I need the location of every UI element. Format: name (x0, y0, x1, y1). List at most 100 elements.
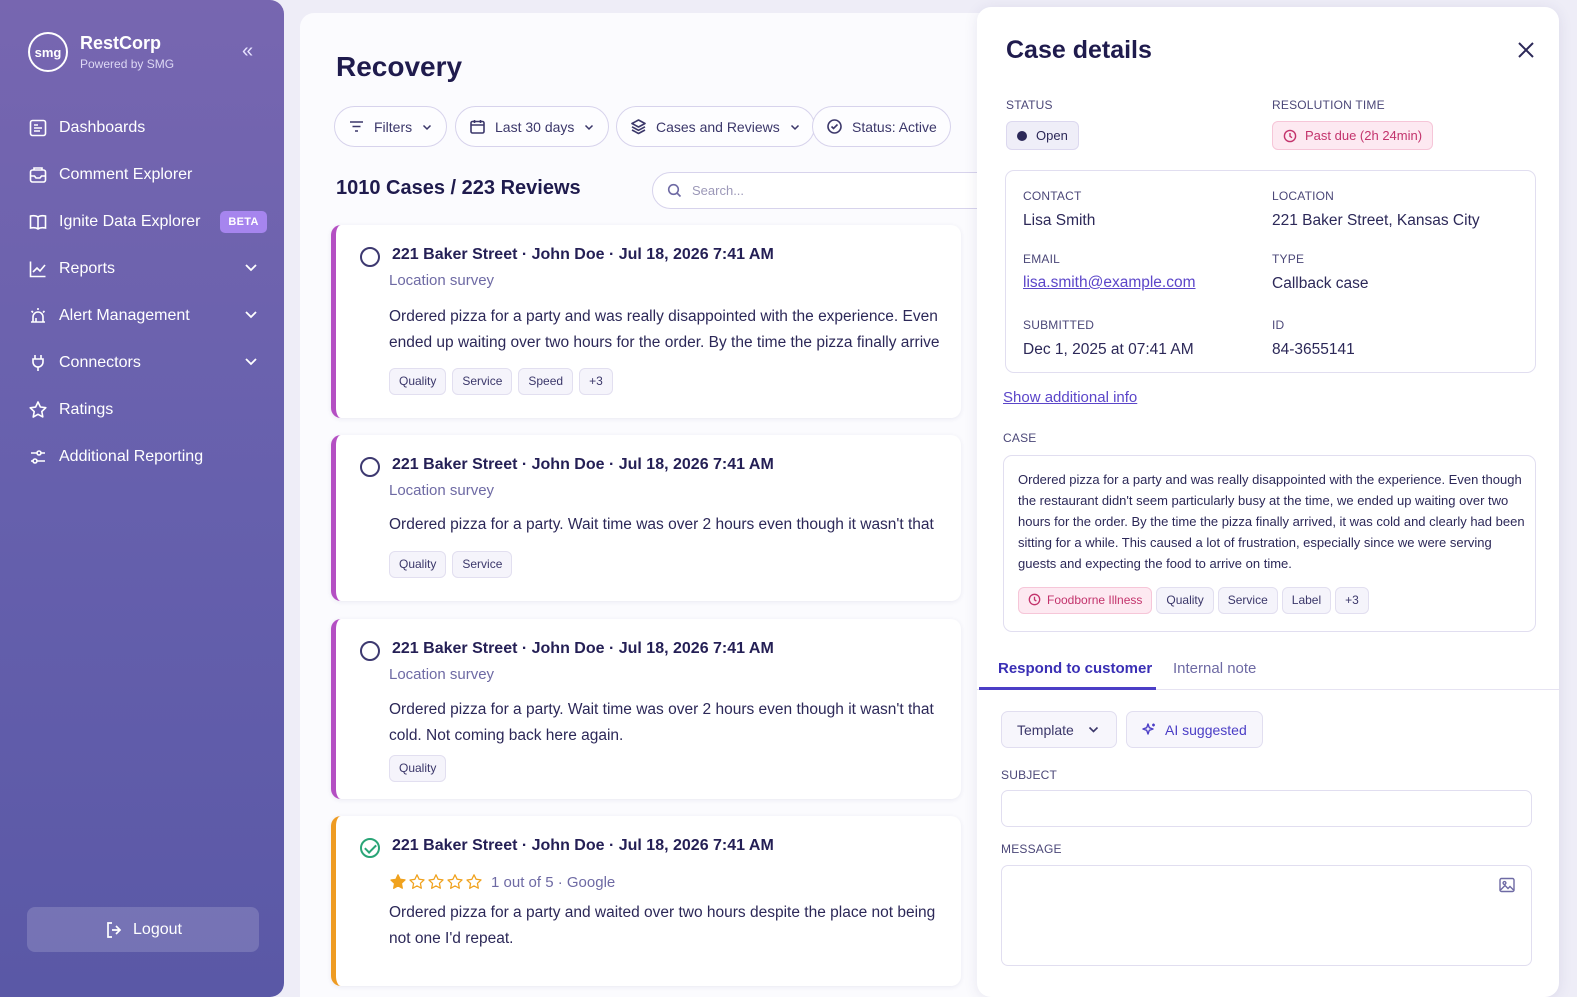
card-title: 221 Baker Street · John Doe · Jul 18, 20… (392, 246, 774, 263)
status-label: STATUS (1006, 98, 1053, 112)
sidebar-item-reports[interactable]: Reports (0, 245, 284, 292)
star-empty-icon (428, 874, 444, 889)
card-title: 221 Baker Street · John Doe · Jul 18, 20… (392, 456, 774, 473)
chevron-down-icon[interactable] (243, 306, 259, 322)
logo-text: smg (34, 44, 62, 60)
status-value: Open (1036, 128, 1068, 143)
tag[interactable]: Quality (389, 755, 447, 782)
star-icon (29, 400, 47, 418)
tag[interactable]: Label (1281, 587, 1332, 614)
sidebar-item-comment-explorer[interactable]: Comment Explorer (0, 151, 284, 198)
message-textarea[interactable] (1001, 865, 1532, 966)
active-tab-indicator (979, 687, 1156, 690)
sidebar-item-additional-reporting[interactable]: Additional Reporting (0, 433, 284, 480)
tag[interactable]: Quality (389, 551, 447, 578)
tab-respond-to-customer[interactable]: Respond to customer (998, 660, 1153, 677)
sidebar: smg RestCorp Powered by SMG « Dashboards… (0, 0, 284, 997)
sidebar-item-ignite-data-explorer[interactable]: Ignite Data Explorer BETA (0, 198, 284, 245)
case-text: Ordered pizza for a party and was really… (1018, 472, 1525, 571)
sidebar-item-dashboards[interactable]: Dashboards (0, 104, 284, 151)
show-additional-info-link[interactable]: Show additional info (1003, 389, 1138, 406)
case-card[interactable]: 221 Baker Street · John Doe · Jul 18, 20… (331, 619, 961, 799)
tag[interactable]: Service (452, 551, 513, 578)
logout-button[interactable]: Logout (27, 907, 259, 952)
source-type-dropdown[interactable]: Cases and Reviews (616, 106, 815, 147)
contact-info-box: CONTACT Lisa Smith LOCATION 221 Baker St… (1005, 170, 1536, 373)
case-label: CASE (1003, 431, 1037, 445)
calendar-icon (470, 120, 485, 134)
case-text-box: Ordered pizza for a party and was really… (1003, 455, 1536, 632)
chevron-down-icon (585, 124, 594, 130)
filters-button[interactable]: Filters (334, 106, 448, 147)
tag[interactable]: Service (452, 368, 513, 395)
alarm-icon (30, 307, 46, 323)
submitted-value: Dec 1, 2025 at 07:41 AM (1023, 341, 1194, 358)
page-title: Recovery (336, 51, 463, 82)
select-radio[interactable] (360, 247, 380, 267)
chevron-down-icon (423, 124, 432, 130)
filters-label: Filters (374, 118, 413, 135)
select-radio[interactable] (360, 457, 380, 477)
collapse-sidebar-icon[interactable]: « (242, 40, 254, 62)
chevron-down-icon[interactable] (243, 259, 259, 275)
template-label: Template (1017, 721, 1074, 738)
tab-internal-note[interactable]: Internal note (1173, 660, 1257, 677)
date-range-label: Last 30 days (495, 118, 575, 135)
contact-value: Lisa Smith (1023, 212, 1096, 229)
review-card[interactable]: 221 Baker Street · John Doe · Jul 18, 20… (331, 816, 961, 986)
star-rating: 1 out of 5 · Google (389, 873, 615, 891)
email-label: EMAIL (1023, 252, 1061, 266)
sidebar-item-label: Reports (59, 259, 116, 277)
ai-suggested-button[interactable]: AI suggested (1126, 711, 1263, 748)
beta-badge: BETA (220, 210, 267, 233)
filter-icon (350, 121, 363, 132)
layers-icon (631, 119, 646, 135)
star-empty-icon (409, 874, 425, 889)
ai-suggested-label: AI suggested (1165, 721, 1247, 738)
sidebar-item-label: Dashboards (59, 118, 146, 136)
card-source: Location survey (389, 272, 495, 289)
image-icon[interactable] (1498, 876, 1516, 894)
tag[interactable]: Quality (1156, 587, 1214, 614)
sidebar-item-connectors[interactable]: Connectors (0, 339, 284, 386)
tag[interactable]: Speed (518, 368, 574, 395)
subject-input[interactable] (1001, 790, 1532, 827)
alert-clock-icon (1028, 593, 1041, 606)
sparkle-icon (1142, 723, 1155, 735)
chevron-down-icon[interactable] (243, 353, 259, 369)
chevron-down-icon (1088, 726, 1098, 733)
status-filter-dropdown[interactable]: Status: Active (812, 106, 951, 147)
sidebar-item-alert-management[interactable]: Alert Management (0, 292, 284, 339)
type-label: TYPE (1272, 252, 1305, 266)
more-tags[interactable]: +3 (1335, 587, 1369, 614)
source-type-label: Cases and Reviews (656, 118, 780, 135)
template-dropdown[interactable]: Template (1001, 711, 1117, 748)
resolved-check-icon[interactable] (360, 838, 380, 858)
search-input[interactable]: Search... (652, 172, 1000, 209)
sidebar-item-label: Alert Management (59, 306, 190, 324)
id-value: 84-3655141 (1272, 341, 1355, 358)
select-radio[interactable] (360, 641, 380, 661)
date-range-dropdown[interactable]: Last 30 days (455, 106, 610, 147)
card-source: Location survey (389, 482, 495, 499)
tag[interactable]: Quality (389, 368, 447, 395)
recovery-panel: Recovery Filters Last 30 days Cases and … (300, 13, 1000, 997)
case-card[interactable]: 221 Baker Street · John Doe · Jul 18, 20… (331, 435, 961, 601)
sidebar-item-label: Ratings (59, 400, 114, 418)
tag[interactable]: Service (1217, 587, 1278, 614)
logout-label: Logout (133, 920, 182, 938)
resolution-badge: Past due (2h 24min) (1272, 121, 1434, 150)
contact-label: CONTACT (1023, 189, 1082, 203)
sidebar-item-ratings[interactable]: Ratings (0, 386, 284, 433)
subject-label: SUBJECT (1001, 768, 1058, 782)
case-tags: Foodborne Illness Quality Service Label +3 (1018, 587, 1373, 614)
close-icon[interactable] (1516, 40, 1536, 60)
more-tags[interactable]: +3 (579, 368, 613, 395)
foodborne-illness-tag[interactable]: Foodborne Illness (1018, 587, 1153, 614)
star-empty-icon (466, 874, 482, 889)
email-link[interactable]: lisa.smith@example.com (1023, 274, 1196, 291)
card-text: Ordered pizza for a party and waited ove… (389, 904, 936, 947)
card-text: Ordered pizza for a party and was really… (389, 308, 940, 351)
case-card[interactable]: 221 Baker Street · John Doe · Jul 18, 20… (331, 225, 961, 418)
card-tags: Quality (389, 755, 452, 782)
